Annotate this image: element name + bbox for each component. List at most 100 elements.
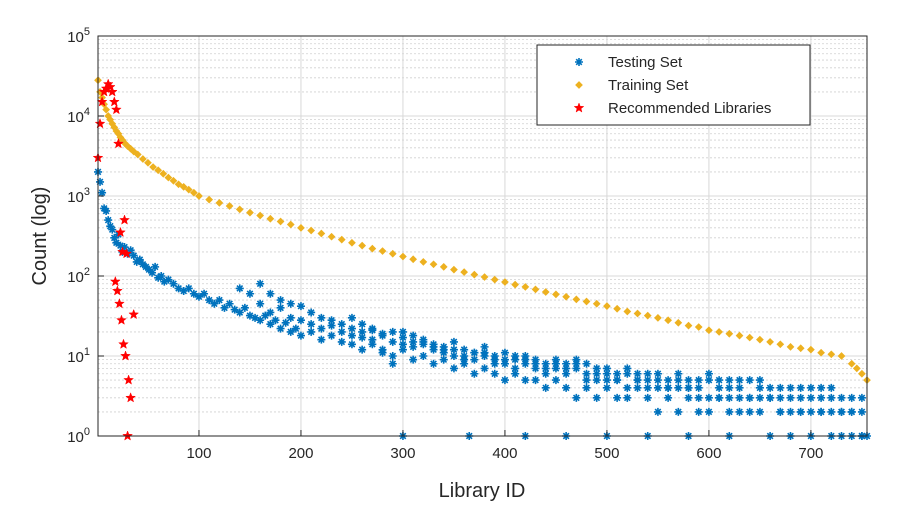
- data-point: [94, 118, 106, 129]
- data-point: [511, 280, 520, 289]
- data-point: [490, 275, 499, 284]
- data-point: [116, 241, 125, 250]
- data-point: [347, 331, 356, 340]
- data-point: [796, 344, 805, 353]
- data-point: [104, 216, 113, 225]
- data-point: [490, 359, 499, 368]
- data-point: [235, 205, 244, 214]
- data-point: [613, 376, 622, 385]
- data-point: [112, 238, 121, 247]
- data-point: [113, 298, 125, 309]
- data-point: [460, 268, 469, 276]
- data-point: [419, 352, 428, 360]
- data-point: [694, 407, 703, 416]
- data-point: [368, 244, 377, 253]
- data-point: [108, 96, 120, 107]
- data-point: [582, 376, 591, 385]
- data-point: [378, 247, 387, 255]
- data-point: [138, 260, 147, 269]
- data-point: [847, 393, 856, 402]
- data-point: [184, 185, 193, 194]
- data-point: [572, 364, 581, 373]
- y-tick-label: 104: [67, 106, 90, 126]
- data-point: [490, 369, 499, 378]
- data-point: [266, 308, 275, 317]
- data-point: [755, 407, 764, 416]
- data-point: [511, 355, 520, 364]
- data-point: [480, 273, 489, 281]
- data-point: [307, 327, 316, 336]
- data-point: [602, 383, 611, 392]
- data-point: [807, 345, 815, 354]
- data-point: [368, 340, 377, 349]
- y-tick-label: 101: [67, 346, 90, 366]
- data-point: [378, 331, 387, 340]
- data-point: [358, 327, 367, 336]
- data-point: [674, 369, 683, 378]
- data-point: [337, 320, 346, 329]
- data-point: [159, 169, 168, 178]
- data-point: [694, 376, 703, 385]
- data-point: [317, 324, 326, 333]
- data-point: [102, 105, 111, 114]
- data-point: [674, 407, 683, 416]
- data-point: [164, 275, 173, 284]
- data-point: [602, 376, 611, 385]
- data-point: [817, 407, 826, 416]
- data-point: [358, 241, 367, 250]
- data-point: [735, 393, 744, 402]
- data-point: [245, 311, 254, 320]
- data-point: [745, 393, 754, 402]
- data-point: [104, 81, 116, 92]
- data-point: [674, 376, 683, 385]
- data-point: [562, 359, 571, 368]
- data-point: [837, 393, 846, 402]
- data-point: [572, 295, 581, 304]
- data-point: [266, 214, 275, 223]
- data-point: [725, 383, 734, 392]
- data-point: [144, 265, 153, 274]
- data-point: [129, 251, 138, 260]
- data-point: [409, 331, 418, 340]
- data-point: [756, 335, 764, 344]
- data-point: [327, 232, 336, 241]
- data-point: [715, 328, 723, 336]
- data-point: [541, 369, 550, 378]
- data-point: [664, 376, 673, 385]
- data-point: [96, 177, 105, 186]
- x-tick-label: 500: [594, 445, 619, 462]
- data-point: [120, 243, 129, 252]
- data-point: [511, 369, 520, 378]
- data-point: [684, 321, 693, 330]
- data-point: [562, 369, 571, 378]
- data-point: [613, 393, 622, 402]
- data-point: [419, 340, 428, 349]
- data-point: [409, 342, 418, 351]
- data-point: [106, 86, 118, 97]
- data-point: [500, 355, 509, 364]
- data-point: [715, 393, 724, 402]
- data-point: [256, 211, 265, 220]
- data-point: [480, 352, 489, 360]
- data-point: [766, 338, 774, 346]
- data-point: [633, 309, 642, 318]
- data-point: [806, 383, 815, 392]
- data-point: [276, 303, 285, 312]
- data-point: [449, 352, 458, 360]
- data-point: [271, 316, 280, 325]
- data-point: [562, 364, 571, 373]
- data-point: [286, 220, 295, 229]
- data-point: [120, 350, 131, 361]
- data-point: [572, 355, 581, 364]
- data-point: [210, 299, 219, 308]
- data-point: [766, 383, 775, 392]
- data-point: [169, 279, 178, 288]
- data-point: [674, 318, 683, 327]
- data-point: [470, 348, 479, 357]
- data-point: [694, 383, 703, 392]
- data-point: [551, 355, 560, 364]
- data-point: [623, 383, 632, 392]
- data-point: [240, 303, 249, 312]
- data-point: [755, 393, 764, 402]
- data-point: [796, 383, 805, 392]
